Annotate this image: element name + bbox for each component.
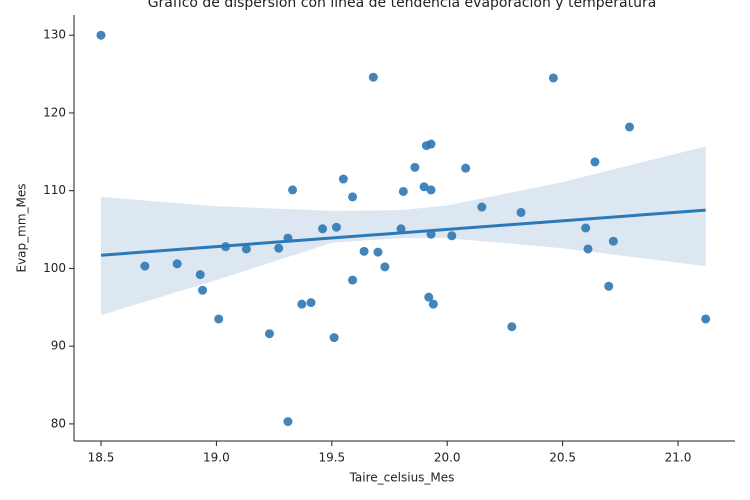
y-tick-label: 100 (43, 261, 66, 275)
scatter-point (590, 157, 600, 167)
y-tick-label: 110 (43, 183, 66, 197)
y-tick-label: 90 (51, 339, 66, 353)
scatter-point (331, 222, 341, 232)
scatter-point (338, 174, 348, 184)
scatter-point (398, 186, 408, 196)
scatter-point (516, 207, 526, 217)
scatter-point (172, 259, 182, 269)
scatter-point (424, 292, 434, 302)
scatter-point (214, 314, 224, 324)
scatter-point (380, 262, 390, 272)
scatter-point (195, 270, 205, 280)
scatter-point (329, 333, 339, 343)
x-tick-label: 20.0 (434, 451, 461, 465)
trend-line (100, 208, 706, 257)
scatter-point (283, 417, 293, 427)
y-tick-label: 120 (43, 105, 66, 119)
x-tick-label: 19.5 (318, 451, 345, 465)
scatter-point (198, 285, 208, 295)
scatter-point (477, 202, 487, 212)
x-tick-label: 19.0 (203, 451, 230, 465)
y-tick-label: 130 (43, 28, 66, 42)
scatter-point (306, 298, 316, 308)
scatter-point (288, 185, 298, 195)
scatter-point (373, 247, 383, 257)
x-tick-label: 21.0 (665, 451, 692, 465)
scatter-point (625, 122, 635, 132)
scatter-point (348, 192, 358, 202)
scatter-point (426, 185, 436, 195)
x-axis-label: Taire_celsius_Mes (349, 471, 455, 485)
y-axis-label: Evap_mm_Mes (15, 183, 29, 272)
scatter-point (318, 224, 328, 234)
scatter-point (359, 246, 369, 256)
scatter-point (410, 162, 420, 172)
scatter-point (368, 72, 378, 82)
scatter-point (421, 141, 431, 151)
scatter-point (241, 244, 251, 254)
scatter-point (140, 261, 150, 271)
scatter-point (297, 299, 307, 309)
x-tick-label: 18.5 (88, 451, 115, 465)
scatter-point (428, 299, 438, 309)
scatter-point (583, 244, 593, 254)
y-tick-label: 80 (51, 416, 66, 430)
scatter-point (447, 231, 457, 241)
scatter-point (548, 73, 558, 83)
scatter-point (461, 163, 471, 173)
scatter-point (701, 314, 711, 324)
scatter-point (274, 243, 284, 253)
scatter-point (608, 236, 618, 246)
scatter-point (604, 281, 614, 291)
scatter-point (348, 275, 358, 285)
x-tick-label: 20.5 (549, 451, 576, 465)
scatter-point (581, 223, 591, 233)
scatter-point (419, 182, 429, 192)
scatter-point (96, 30, 106, 40)
scatter-point (264, 329, 274, 339)
scatter-point (396, 224, 406, 234)
chart-title: Gráfico de dispersión con línea de tende… (148, 0, 657, 11)
scatter-point (507, 322, 517, 332)
